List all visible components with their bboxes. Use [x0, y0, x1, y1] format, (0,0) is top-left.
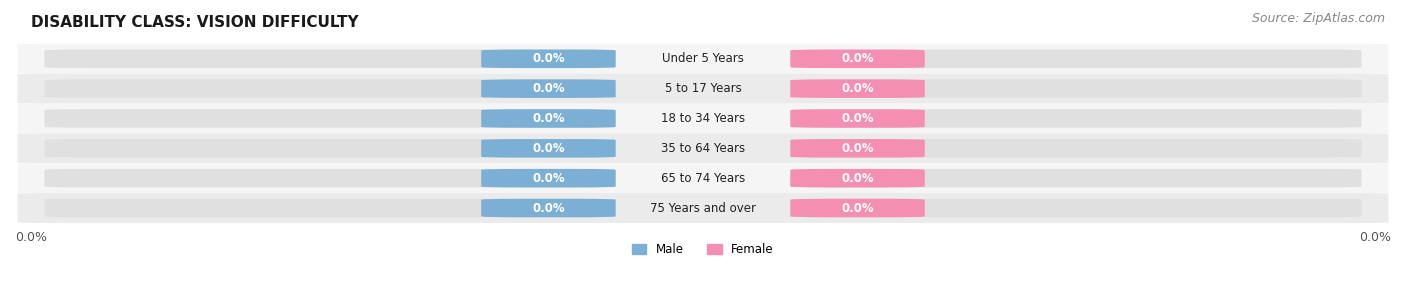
FancyBboxPatch shape [790, 49, 1361, 68]
Text: 0.0%: 0.0% [531, 52, 565, 65]
Text: 0.0%: 0.0% [531, 172, 565, 185]
FancyBboxPatch shape [17, 163, 1389, 193]
FancyBboxPatch shape [17, 104, 1389, 133]
FancyBboxPatch shape [790, 199, 925, 217]
FancyBboxPatch shape [790, 139, 1361, 158]
Text: 0.0%: 0.0% [841, 142, 875, 155]
FancyBboxPatch shape [790, 109, 1361, 128]
FancyBboxPatch shape [790, 49, 925, 68]
FancyBboxPatch shape [790, 139, 925, 158]
Text: DISABILITY CLASS: VISION DIFFICULTY: DISABILITY CLASS: VISION DIFFICULTY [31, 15, 359, 30]
FancyBboxPatch shape [45, 199, 616, 217]
FancyBboxPatch shape [790, 79, 1361, 98]
FancyBboxPatch shape [17, 133, 1389, 163]
Legend: Male, Female: Male, Female [627, 238, 779, 261]
FancyBboxPatch shape [481, 49, 616, 68]
Text: 75 Years and over: 75 Years and over [650, 202, 756, 214]
Text: 0.0%: 0.0% [841, 172, 875, 185]
Text: 18 to 34 Years: 18 to 34 Years [661, 112, 745, 125]
FancyBboxPatch shape [17, 193, 1389, 223]
Text: 35 to 64 Years: 35 to 64 Years [661, 142, 745, 155]
Text: 0.0%: 0.0% [531, 142, 565, 155]
FancyBboxPatch shape [45, 79, 616, 98]
Text: 0.0%: 0.0% [841, 112, 875, 125]
FancyBboxPatch shape [481, 109, 616, 128]
FancyBboxPatch shape [481, 169, 616, 188]
FancyBboxPatch shape [45, 139, 616, 158]
FancyBboxPatch shape [45, 109, 616, 128]
Text: 0.0%: 0.0% [841, 82, 875, 95]
FancyBboxPatch shape [790, 169, 925, 188]
FancyBboxPatch shape [790, 169, 1361, 188]
Text: 65 to 74 Years: 65 to 74 Years [661, 172, 745, 185]
FancyBboxPatch shape [790, 199, 1361, 217]
FancyBboxPatch shape [17, 74, 1389, 104]
Text: 0.0%: 0.0% [531, 82, 565, 95]
FancyBboxPatch shape [45, 49, 616, 68]
FancyBboxPatch shape [481, 139, 616, 158]
Text: 5 to 17 Years: 5 to 17 Years [665, 82, 741, 95]
FancyBboxPatch shape [790, 109, 925, 128]
FancyBboxPatch shape [481, 79, 616, 98]
Text: Source: ZipAtlas.com: Source: ZipAtlas.com [1251, 12, 1385, 25]
FancyBboxPatch shape [790, 79, 925, 98]
FancyBboxPatch shape [45, 169, 616, 188]
Text: 0.0%: 0.0% [531, 112, 565, 125]
Text: 0.0%: 0.0% [841, 52, 875, 65]
FancyBboxPatch shape [17, 44, 1389, 74]
Text: Under 5 Years: Under 5 Years [662, 52, 744, 65]
FancyBboxPatch shape [481, 199, 616, 217]
Text: 0.0%: 0.0% [531, 202, 565, 214]
Text: 0.0%: 0.0% [841, 202, 875, 214]
